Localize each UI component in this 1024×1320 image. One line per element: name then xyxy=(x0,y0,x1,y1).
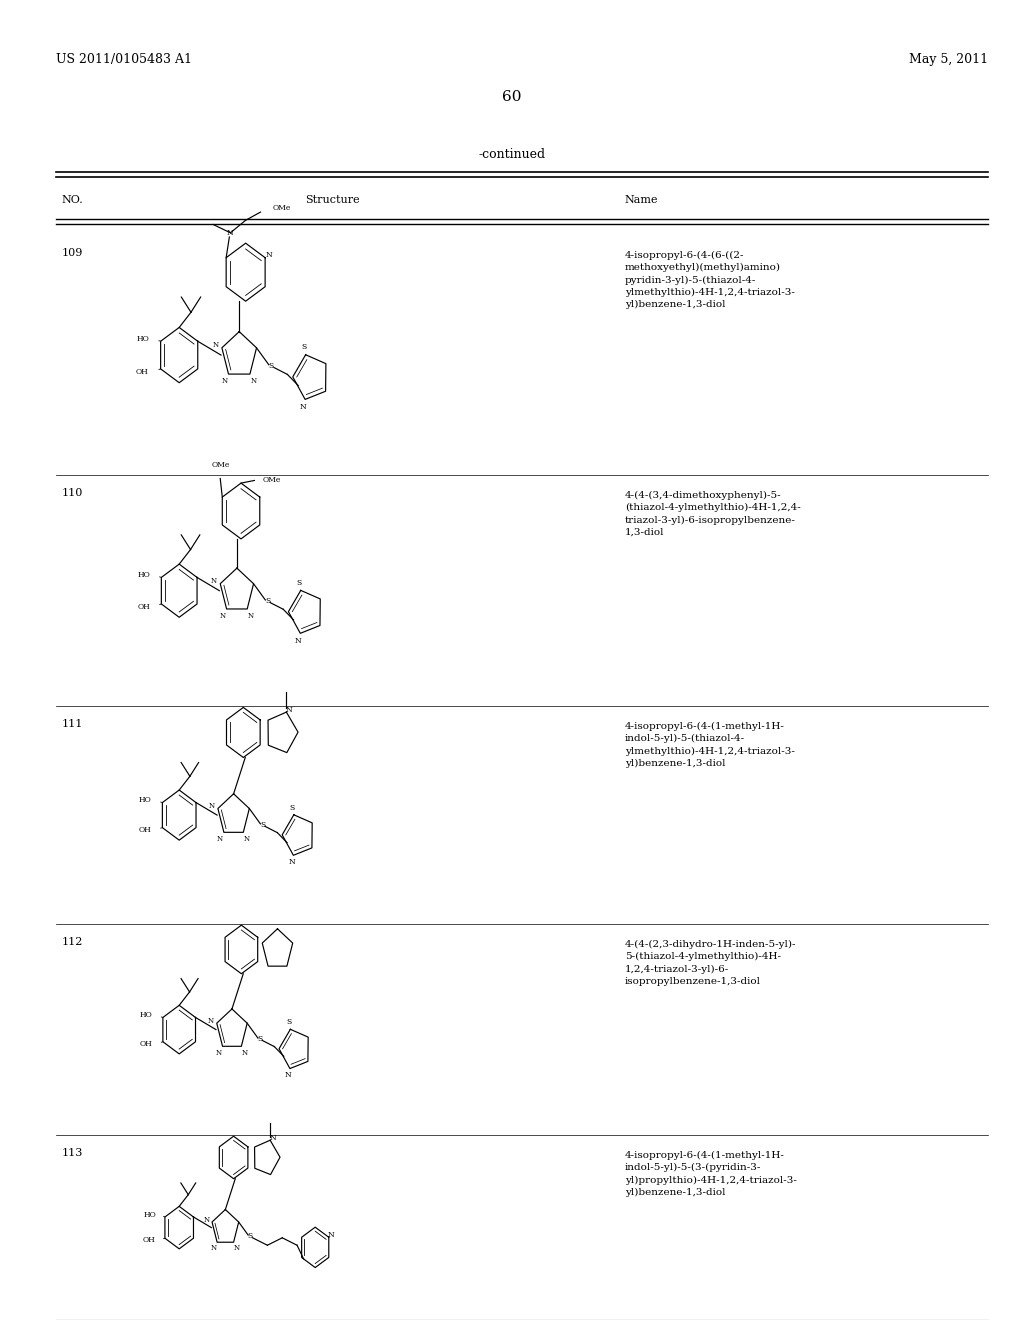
Text: S: S xyxy=(301,343,306,351)
Text: HO: HO xyxy=(137,570,151,578)
Text: N: N xyxy=(227,228,233,236)
Text: NO.: NO. xyxy=(61,195,83,206)
Text: HO: HO xyxy=(136,334,148,342)
Text: 111: 111 xyxy=(61,719,83,730)
Text: 112: 112 xyxy=(61,937,83,948)
Text: N: N xyxy=(217,834,223,843)
Text: S: S xyxy=(260,821,265,829)
Text: N: N xyxy=(288,858,295,866)
Text: OH: OH xyxy=(137,603,151,611)
Text: 60: 60 xyxy=(502,90,522,104)
Text: S: S xyxy=(248,1232,253,1239)
Text: N: N xyxy=(295,636,302,644)
Text: OH: OH xyxy=(139,1040,153,1048)
Text: N: N xyxy=(285,1072,292,1080)
Text: 4-isopropyl-6-(4-(6-((2-
methoxyethyl)(methyl)amino)
pyridin-3-yl)-5-(thiazol-4-: 4-isopropyl-6-(4-(6-((2- methoxyethyl)(m… xyxy=(625,251,795,309)
Text: May 5, 2011: May 5, 2011 xyxy=(909,53,988,66)
Text: 110: 110 xyxy=(61,488,83,499)
Text: HO: HO xyxy=(139,796,152,804)
Text: 109: 109 xyxy=(61,248,83,259)
Text: N: N xyxy=(208,1016,214,1024)
Text: N: N xyxy=(212,341,218,348)
Text: 4-(4-(2,3-dihydro-1H-inden-5-yl)-
5-(thiazol-4-ylmethylthio)-4H-
1,2,4-triazol-3: 4-(4-(2,3-dihydro-1H-inden-5-yl)- 5-(thi… xyxy=(625,940,796,986)
Text: N: N xyxy=(248,612,254,620)
Text: OMe: OMe xyxy=(263,477,281,484)
Text: N: N xyxy=(204,1216,210,1224)
Text: N: N xyxy=(242,1048,248,1056)
Text: HO: HO xyxy=(139,1011,153,1019)
Text: US 2011/0105483 A1: US 2011/0105483 A1 xyxy=(56,53,193,66)
Text: N: N xyxy=(300,403,306,412)
Text: 4-isopropyl-6-(4-(1-methyl-1H-
indol-5-yl)-5-(3-(pyridin-3-
yl)propylthio)-4H-1,: 4-isopropyl-6-(4-(1-methyl-1H- indol-5-y… xyxy=(625,1151,797,1197)
Text: N: N xyxy=(211,1243,217,1251)
Text: 113: 113 xyxy=(61,1148,83,1159)
Text: N: N xyxy=(286,706,293,714)
Text: N: N xyxy=(211,577,217,585)
Text: Structure: Structure xyxy=(305,195,360,206)
Text: 4-isopropyl-6-(4-(1-methyl-1H-
indol-5-yl)-5-(thiazol-4-
ylmethylthio)-4H-1,2,4-: 4-isopropyl-6-(4-(1-methyl-1H- indol-5-y… xyxy=(625,722,795,768)
Text: 4-(4-(3,4-dimethoxyphenyl)-5-
(thiazol-4-ylmethylthio)-4H-1,2,4-
triazol-3-yl)-6: 4-(4-(3,4-dimethoxyphenyl)-5- (thiazol-4… xyxy=(625,491,801,537)
Text: S: S xyxy=(290,804,295,812)
Text: N: N xyxy=(269,1134,276,1142)
Text: OMe: OMe xyxy=(272,205,291,213)
Text: OH: OH xyxy=(143,1237,156,1245)
Text: S: S xyxy=(286,1019,291,1027)
Text: HO: HO xyxy=(143,1210,156,1218)
Text: S: S xyxy=(265,598,270,606)
Text: Name: Name xyxy=(625,195,658,206)
Text: S: S xyxy=(296,579,302,587)
Text: S: S xyxy=(268,362,274,370)
Text: N: N xyxy=(219,612,225,620)
Text: OH: OH xyxy=(136,368,148,376)
Text: OH: OH xyxy=(139,826,152,834)
Text: -continued: -continued xyxy=(478,148,546,161)
Text: OMe: OMe xyxy=(212,461,230,469)
Text: N: N xyxy=(221,378,227,385)
Text: N: N xyxy=(328,1232,335,1239)
Text: N: N xyxy=(244,834,250,843)
Text: S: S xyxy=(258,1035,263,1043)
Text: N: N xyxy=(233,1243,240,1251)
Text: N: N xyxy=(216,1048,222,1056)
Text: N: N xyxy=(209,803,215,810)
Text: N: N xyxy=(251,378,257,385)
Text: N: N xyxy=(265,251,272,259)
